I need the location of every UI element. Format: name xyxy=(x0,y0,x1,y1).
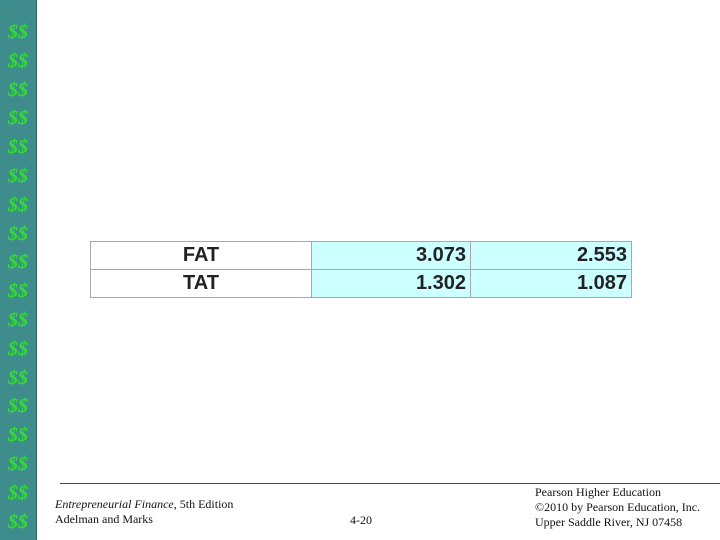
sidebar-symbol: $$ xyxy=(8,21,28,43)
sidebar-symbol: $$ xyxy=(8,165,28,187)
publisher-line: ©2010 by Pearson Education, Inc. xyxy=(535,500,701,514)
sidebar-symbol: $$ xyxy=(8,453,28,475)
book-title: Entrepreneurial Finance xyxy=(55,497,174,511)
sidebar-symbol: $$ xyxy=(8,251,28,274)
table-row: TAT 1.302 1.087 xyxy=(90,269,632,298)
ratio-value: 1.087 xyxy=(470,269,632,298)
page-number: 4-20 xyxy=(350,513,372,527)
footer-left: Entrepreneurial Finance, 5th Edition Ade… xyxy=(55,497,233,527)
sidebar-symbol: $$ xyxy=(8,309,28,331)
sidebar-symbol: $$ xyxy=(8,222,28,245)
sidebar-symbol: $$ xyxy=(8,424,28,447)
publisher-line: Upper Saddle River, NJ 07458 xyxy=(535,515,683,529)
publisher-line: Pearson Higher Education xyxy=(535,485,661,499)
sidebar-symbol: $$ xyxy=(8,280,28,303)
ratio-value: 1.302 xyxy=(311,269,471,298)
sidebar-symbol: $$ xyxy=(8,366,28,389)
sidebar-symbol: $$ xyxy=(8,136,28,159)
ratio-value: 3.073 xyxy=(311,241,471,270)
table-row: FAT 3.073 2.553 xyxy=(90,241,632,270)
ratio-table: FAT 3.073 2.553 TAT 1.302 1.087 xyxy=(90,241,632,298)
sidebar-symbol: $$ xyxy=(8,481,28,504)
sidebar-symbol: $$ xyxy=(8,193,28,216)
sidebar-symbol: $$ xyxy=(8,78,28,101)
book-line: Entrepreneurial Finance, 5th Edition xyxy=(55,497,233,512)
sidebar-symbol: $$ xyxy=(8,337,28,360)
sidebar-symbol: $$ xyxy=(8,107,28,130)
sidebar-symbol: $$ xyxy=(8,49,28,72)
sidebar: $$ $$ $$ $$ $$ $$ $$ $$ $$ $$ $$ $$ $$ $$ $$ $$ $$ $$ xyxy=(0,0,37,540)
publisher: Pearson Higher Education ©2010 by Pearson… xyxy=(535,485,700,530)
edition: , 5th Edition xyxy=(173,497,234,511)
authors: Adelman and Marks xyxy=(55,512,153,526)
row-label: TAT xyxy=(90,269,312,298)
footer-rule xyxy=(60,483,720,484)
ratio-value: 2.553 xyxy=(470,241,632,270)
sidebar-symbol: $$ xyxy=(8,395,28,418)
sidebar-symbol: $$ xyxy=(8,510,28,533)
row-label: FAT xyxy=(90,241,312,270)
